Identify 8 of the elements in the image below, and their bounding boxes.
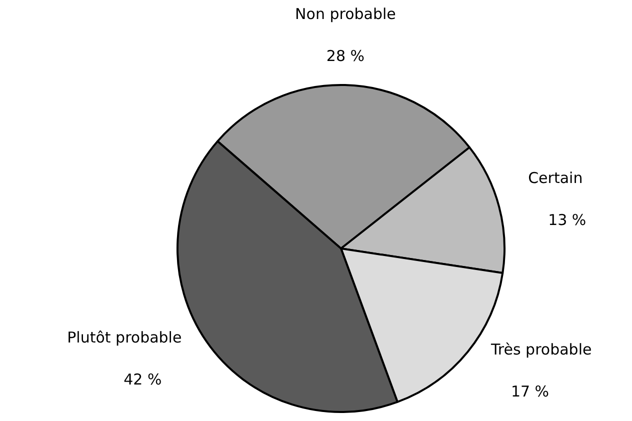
- slice-label: Très probable: [490, 340, 592, 359]
- data-label: 28 %: [326, 46, 365, 65]
- slice-label: Certain: [528, 168, 583, 187]
- data-label: 42 %: [124, 370, 162, 388]
- slice-label: Plutôt probable: [67, 328, 182, 346]
- data-label: 17 %: [510, 382, 550, 401]
- data-label: 13 %: [548, 210, 586, 229]
- slice-label: Non probable: [295, 4, 396, 23]
